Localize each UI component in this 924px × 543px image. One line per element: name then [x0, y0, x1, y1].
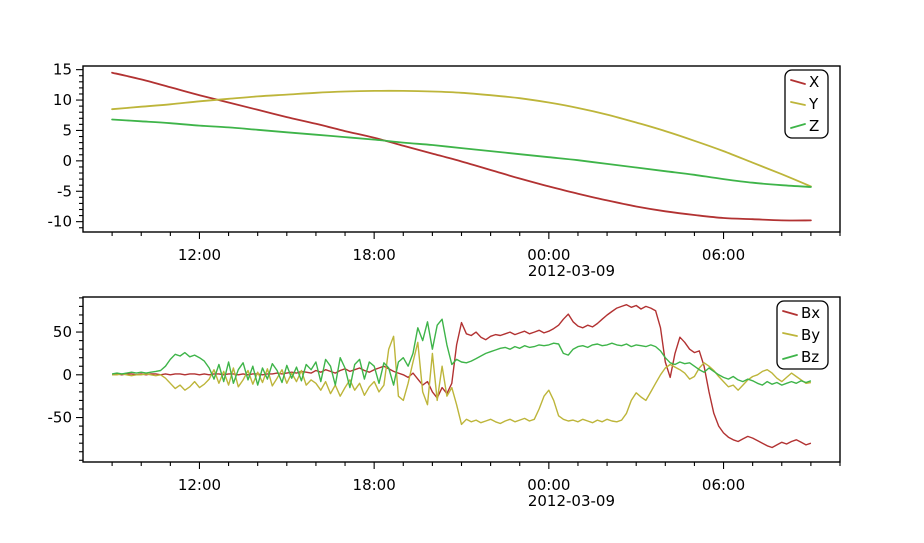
y-tick-label: 5: [62, 121, 72, 139]
y-axis-ticks: [76, 297, 83, 461]
legend-box: [784, 69, 829, 139]
legend-label: Z: [809, 117, 819, 135]
legend-key-line-icon: [782, 332, 798, 337]
plot-frame: [82, 65, 841, 233]
legend-label: Bx: [801, 304, 820, 322]
x-tick-label: 12:00: [178, 246, 221, 264]
x-tick-label: 06:00: [702, 476, 745, 494]
legend-key-line-icon: [790, 101, 806, 106]
legend-item-X: X: [790, 73, 819, 91]
date-offset-label: 2012-03-09: [528, 262, 615, 280]
legend-key-line-icon: [782, 354, 798, 360]
legend-label: Bz: [801, 348, 819, 366]
x-tick-label: 12:00: [178, 476, 221, 494]
series-line-Bx: [111, 304, 812, 449]
y-tick-label: -10: [48, 213, 73, 231]
legend-item-Y: Y: [790, 95, 819, 113]
y-tick-label: 0: [62, 366, 72, 384]
y-tick-label: 15: [53, 61, 72, 79]
y-tick-label: 0: [62, 152, 72, 170]
date-offset-label: 2012-03-09: [528, 492, 615, 510]
legend-item-By: By: [782, 326, 820, 344]
x-tick-label: 00:00: [527, 476, 570, 494]
legend: XYZ: [784, 69, 829, 139]
legend-item-Z: Z: [790, 117, 819, 135]
x-axis-ticks: [111, 232, 841, 239]
x-tick-label: 06:00: [702, 246, 745, 264]
legend-item-Bz: Bz: [782, 348, 819, 366]
legend-label: X: [809, 73, 819, 91]
x-tick-label: 18:00: [353, 476, 396, 494]
legend-item-Bx: Bx: [782, 304, 820, 322]
series-line-X: [111, 71, 812, 222]
y-axis-ticks: [76, 69, 83, 229]
y-tick-label: -50: [48, 409, 73, 427]
series-line-By: [112, 335, 812, 426]
y-tick-label: 10: [53, 91, 72, 109]
legend-label: Y: [808, 95, 819, 113]
series-line-Y: [111, 89, 812, 188]
legend: Bx By Bz: [776, 300, 829, 370]
x-tick-label: 00:00: [527, 246, 570, 264]
legend-key-line-icon: [790, 79, 806, 85]
series-line-Z: [111, 118, 812, 188]
y-tick-label: -5: [57, 182, 72, 200]
legend-label: By: [801, 326, 820, 344]
x-axis-ticks: [111, 462, 841, 469]
legend-key-line-icon: [790, 123, 806, 129]
legend-box: [776, 300, 829, 370]
series-line-Bz: [111, 318, 812, 389]
plot-frame: [82, 296, 841, 463]
x-tick-label: 18:00: [353, 246, 396, 264]
legend-key-line-icon: [782, 310, 798, 316]
y-tick-label: 50: [53, 323, 72, 341]
